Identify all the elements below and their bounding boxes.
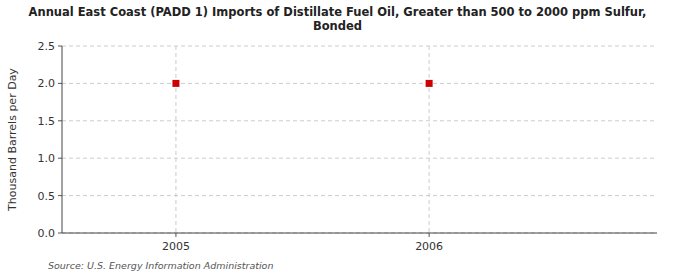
y-tick-label: 0.5 [38,190,56,203]
y-tick [58,46,62,47]
y-grid-line [62,83,657,84]
y-tick [58,233,62,234]
point [426,80,433,87]
y-tick [58,195,62,196]
points [172,80,432,87]
y-tick-label: 2.5 [38,40,56,53]
x-axis-line [62,233,657,234]
y-grid-line [62,158,657,159]
y-grid-line [62,120,657,121]
grid [62,46,657,233]
y-tick [58,158,62,159]
x-grid-line [175,46,176,233]
y-tick [58,83,62,84]
x-tick [429,233,430,237]
y-tick [58,120,62,121]
point [172,80,179,87]
y-grid-line [62,46,657,47]
title: Annual East Coast (PADD 1) Imports of Di… [29,5,647,33]
x-tick-label: 2005 [162,240,190,253]
source: Source: U.S. Energy Information Administ… [48,260,273,271]
y-grid-line [62,195,657,196]
y-tick-label: 1.5 [38,115,56,128]
x-grid-line [429,46,430,233]
y-grid-line [62,233,657,234]
y-tick-label: 2.0 [38,77,56,90]
chart: Annual East Coast (PADD 1) Imports of Di… [0,0,675,275]
x-tick-label: 2006 [415,240,443,253]
y-axis-label: Thousand Barrels per Day [6,68,19,212]
plot-area [62,46,657,233]
x-tick [175,233,176,237]
y-tick-label: 1.0 [38,152,56,165]
y-tick-label: 0.0 [38,227,56,240]
y-axis-line [62,46,63,233]
